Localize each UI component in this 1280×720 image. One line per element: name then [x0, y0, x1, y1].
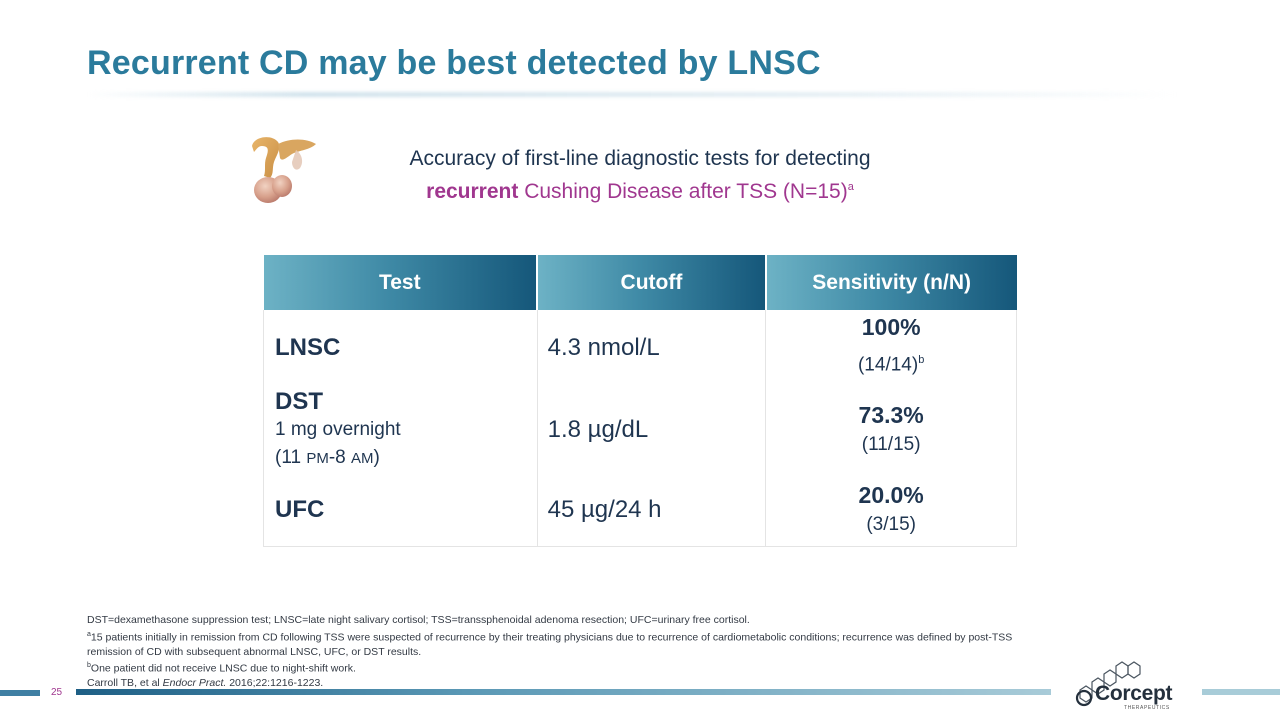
cell-cutoff: 45 µg/24 h [536, 474, 767, 547]
cell-sensitivity: 100% (14/14)b [765, 310, 1017, 386]
reference: Carroll TB, et al Endocr Pract. 2016;22:… [87, 676, 1047, 691]
cell-test: UFC [263, 474, 538, 547]
diagnostic-tests-table: Test Cutoff Sensitivity (n/N) LNSC 4.3 n… [263, 255, 1017, 547]
time-part: ) [373, 446, 380, 468]
test-name: UFC [275, 495, 325, 523]
footnote-b-marker: b [87, 662, 91, 669]
time-am: AM [351, 449, 374, 467]
sensitivity-percent: 20.0% [858, 481, 924, 508]
logo-tagline: THERAPEUTICS [1124, 705, 1170, 711]
footnotes: DST=dexamethasone suppression test; LNSC… [87, 613, 1047, 691]
footnote-abbreviations: DST=dexamethasone suppression test; LNSC… [87, 614, 750, 626]
cell-cutoff: 4.3 nmol/L [536, 310, 767, 386]
table-row-ufc: UFC 45 µg/24 h 20.0% (3/15) [263, 474, 1017, 547]
fraction-footnote-marker: b [918, 354, 925, 367]
table-row-lnsc: LNSC 4.3 nmol/L 100% (14/14)b [263, 310, 1017, 386]
cell-sensitivity: 20.0% (3/15) [765, 474, 1017, 547]
time-part: (11 [275, 446, 307, 468]
logo-wordmark: Corcept [1095, 682, 1173, 705]
test-name: DST [275, 387, 323, 415]
cell-cutoff: 1.8 µg/dL [536, 386, 767, 474]
cell-test: LNSC [263, 310, 538, 386]
fraction-value: (14/14) [857, 354, 919, 376]
table-caption: Accuracy of first-line diagnostic tests … [330, 144, 950, 206]
time-part: -8 [328, 446, 352, 468]
title-underline [87, 92, 1177, 97]
footnote-b: bOne patient did not receive LNSC due to… [87, 659, 1047, 676]
footer-bar-main [76, 689, 1051, 695]
sensitivity-fraction: (3/15) [866, 513, 916, 535]
test-detail-dose: 1 mg overnight [275, 418, 401, 440]
hexagon-chain-icon [1075, 661, 1141, 707]
reference-citation: 2016;22:1216-1223. [226, 677, 324, 689]
slide-title: Recurrent CD may be best detected by LNS… [87, 44, 821, 82]
page-number: 25 [51, 687, 63, 698]
footnote-a: a15 patients initially in remission from… [87, 628, 1047, 660]
header-cutoff: Cutoff [537, 255, 767, 310]
reference-journal: Endocr Pract. [162, 677, 227, 689]
table-header-row: Test Cutoff Sensitivity (n/N) [263, 255, 1017, 310]
sensitivity-percent: 73.3% [858, 402, 924, 428]
caption-line-2: recurrent Cushing Disease after TSS (N=1… [330, 173, 950, 206]
footnote-b-text: One patient did not receive LNSC due to … [90, 662, 356, 675]
footer-bar-left [0, 690, 40, 696]
pituitary-gland-icon [252, 137, 316, 203]
test-detail-time: (11 PM-8 AM) [275, 444, 537, 473]
footnote-a-text: 15 patients initially in remission from … [87, 631, 1013, 658]
header-sensitivity: Sensitivity (n/N) [765, 255, 1017, 310]
time-pm: PM [306, 449, 329, 467]
cell-sensitivity: 73.3% (11/15) [765, 386, 1017, 474]
sensitivity-fraction: (14/14)b [766, 342, 1016, 383]
cell-test: DST 1 mg overnight (11 PM-8 AM) [263, 386, 538, 474]
reference-authors: Carroll TB, et al [87, 677, 163, 689]
footnote-a-marker: a [87, 630, 91, 638]
caption-line-1: Accuracy of first-line diagnostic tests … [409, 147, 871, 170]
footer-bar-right [1202, 689, 1280, 695]
caption-footnote-marker: a [847, 181, 854, 193]
header-test: Test [263, 255, 539, 310]
test-name: LNSC [275, 334, 341, 361]
caption-rest: Cushing Disease after TSS (N=15) [518, 180, 848, 203]
caption-emphasis: recurrent [426, 180, 519, 203]
table-row-dst: DST 1 mg overnight (11 PM-8 AM) 1.8 µg/d… [263, 386, 1017, 474]
sensitivity-percent: 100% [861, 314, 921, 341]
sensitivity-fraction: (11/15) [861, 434, 921, 455]
